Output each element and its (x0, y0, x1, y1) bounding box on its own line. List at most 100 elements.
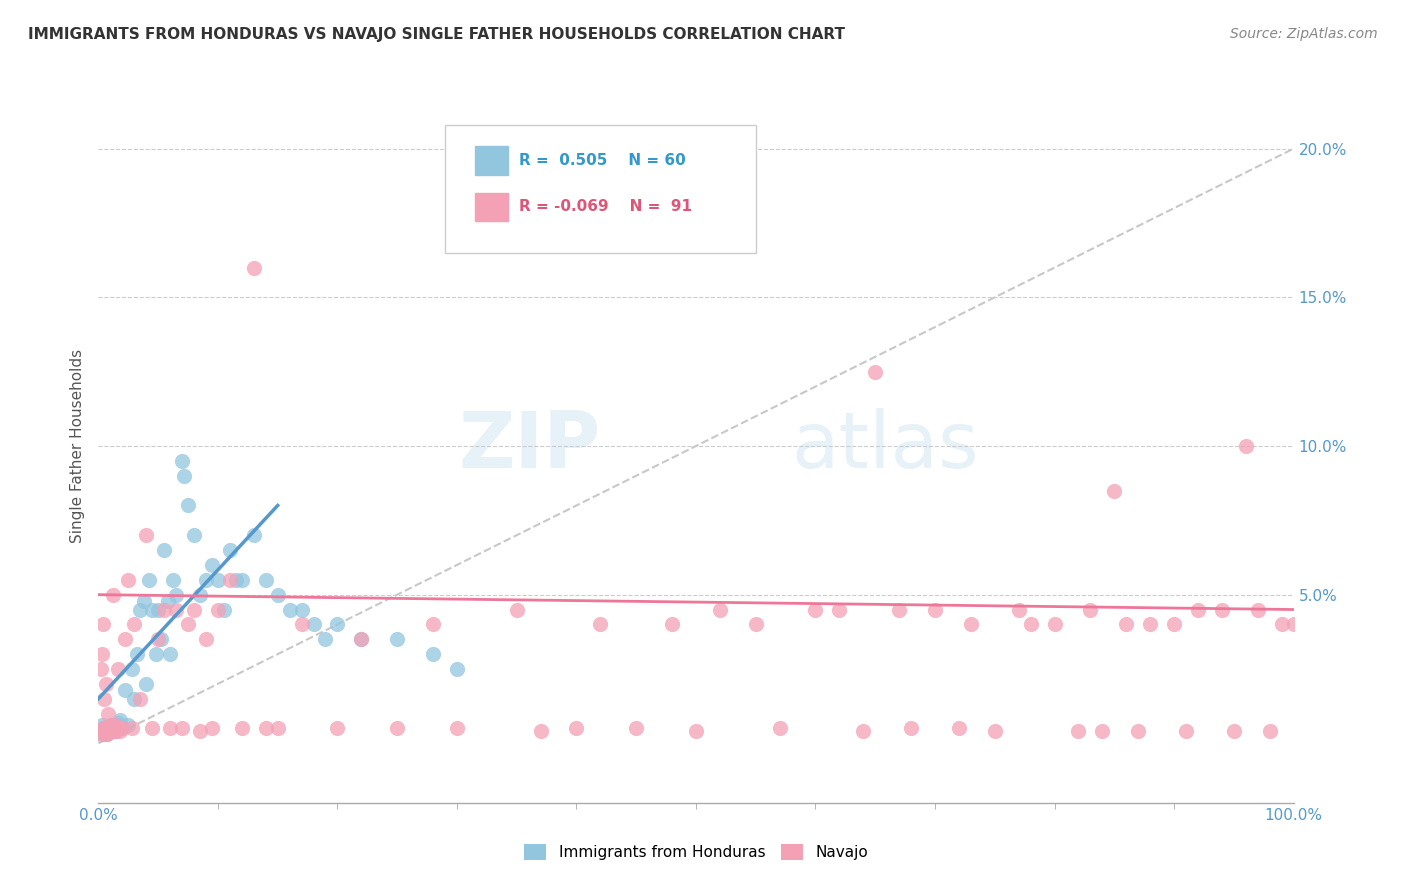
Point (91, 617, 114, 632)
Point (91, 647, 114, 661)
Point (984, 724, 1007, 739)
Point (1080, 602, 1102, 616)
Point (94, 677, 117, 691)
Point (111, 722, 134, 736)
Bar (475, 146, 509, 175)
Point (165, 588, 187, 602)
Point (141, 722, 163, 736)
Point (159, 647, 181, 661)
Text: R = -0.069    N =  91: R = -0.069 N = 91 (519, 200, 692, 214)
Point (1271, 617, 1294, 632)
Point (96, 727, 118, 741)
Point (135, 677, 157, 691)
Point (207, 602, 229, 616)
Point (315, 632, 337, 647)
Point (506, 602, 529, 616)
Point (302, 617, 325, 632)
Text: IMMIGRANTS FROM HONDURAS VS NAVAJO SINGLE FATHER HOUSEHOLDS CORRELATION CHART: IMMIGRANTS FROM HONDURAS VS NAVAJO SINGL… (28, 27, 845, 42)
Point (162, 573, 184, 587)
Point (117, 573, 139, 587)
Point (149, 632, 172, 647)
Point (104, 724, 127, 739)
Point (685, 724, 707, 739)
Point (1211, 602, 1233, 616)
Point (326, 722, 349, 736)
Y-axis label: Single Father Households: Single Father Households (69, 349, 84, 543)
Point (1139, 617, 1161, 632)
Point (173, 468, 195, 483)
Point (709, 602, 731, 616)
Point (225, 573, 247, 587)
Point (103, 724, 125, 739)
Point (101, 588, 124, 602)
Point (422, 617, 444, 632)
Point (1223, 724, 1246, 739)
Point (291, 602, 314, 616)
Point (1187, 602, 1209, 616)
Point (165, 602, 187, 616)
Point (98, 724, 121, 739)
Point (100, 724, 122, 739)
Point (1247, 602, 1270, 616)
Point (267, 722, 290, 736)
Point (661, 617, 683, 632)
Point (1067, 724, 1090, 739)
Point (107, 662, 129, 676)
Point (385, 722, 409, 736)
Point (1008, 602, 1031, 616)
Point (231, 573, 253, 587)
Point (183, 528, 205, 542)
Point (91, 722, 114, 736)
Point (177, 499, 200, 513)
Point (278, 602, 301, 616)
Point (769, 722, 792, 736)
Point (89, 727, 111, 741)
Point (121, 722, 143, 736)
Point (828, 602, 851, 616)
Point (291, 617, 314, 632)
Point (124, 617, 146, 632)
Point (446, 722, 468, 736)
Point (385, 632, 409, 647)
Point (104, 718, 127, 732)
Point (177, 617, 200, 632)
Point (101, 722, 124, 736)
Point (900, 722, 922, 736)
Point (326, 617, 349, 632)
Point (243, 528, 266, 542)
Point (107, 722, 129, 736)
Point (1282, 617, 1305, 632)
Point (1234, 439, 1257, 453)
Bar (475, 193, 509, 221)
Point (201, 558, 224, 572)
Point (91, 727, 114, 741)
Point (626, 722, 648, 736)
Point (108, 724, 131, 739)
Point (254, 722, 277, 736)
Point (159, 722, 181, 736)
Point (195, 573, 218, 587)
Point (141, 602, 163, 616)
Point (90, 662, 112, 676)
Point (865, 365, 887, 379)
Point (1175, 724, 1198, 739)
Point (254, 573, 277, 587)
Point (1258, 724, 1281, 739)
Point (948, 722, 970, 736)
Point (188, 724, 211, 739)
Point (138, 573, 160, 587)
Point (1115, 617, 1137, 632)
Point (1104, 483, 1126, 498)
Point (91, 718, 114, 732)
Point (219, 573, 242, 587)
Point (201, 722, 224, 736)
Point (114, 682, 136, 697)
Point (212, 602, 235, 616)
Point (1091, 724, 1114, 739)
Point (96, 722, 118, 736)
Point (207, 573, 229, 587)
Point (98, 724, 122, 739)
Point (97, 722, 120, 736)
Point (924, 602, 946, 616)
Text: Source: ZipAtlas.com: Source: ZipAtlas.com (1230, 27, 1378, 41)
